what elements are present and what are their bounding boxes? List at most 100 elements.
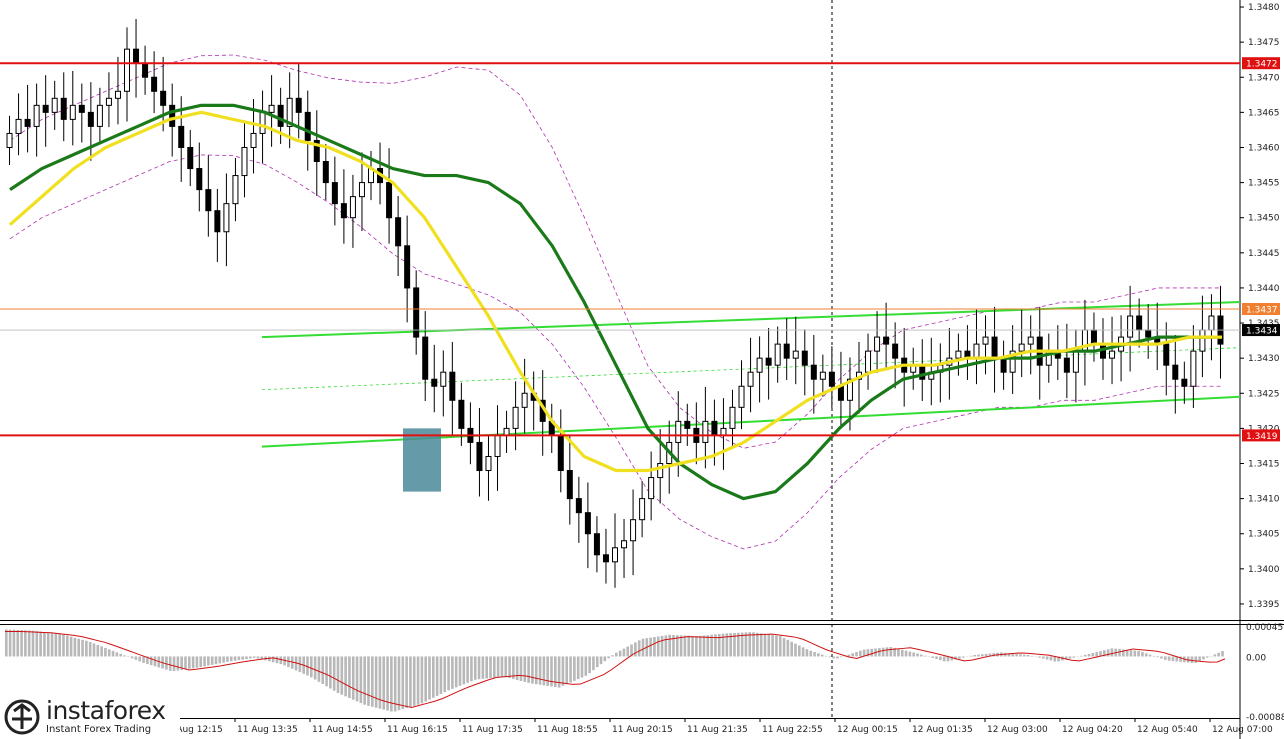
macd-histogram-bar <box>1019 654 1022 657</box>
macd-histogram-bar <box>820 654 824 657</box>
macd-histogram-bar <box>1190 656 1194 663</box>
macd-histogram-bar <box>165 656 168 670</box>
candle-body <box>358 182 365 198</box>
macd-histogram-bar <box>668 634 671 657</box>
macd-histogram-bar <box>435 656 439 696</box>
macd-histogram-bar <box>46 632 50 657</box>
macd-histogram-bar <box>649 637 652 657</box>
macd-signal-line <box>5 631 1226 708</box>
macd-histogram-bar <box>778 636 782 657</box>
macd-histogram-bar <box>149 656 153 666</box>
moving-average-line <box>8 110 1222 473</box>
macd-histogram-bar <box>542 656 546 686</box>
candle-body <box>1145 329 1152 338</box>
macd-histogram-bar <box>1133 650 1137 657</box>
macd-tick-label: -0.00088 <box>1246 713 1284 723</box>
macd-histogram-bar <box>1015 653 1018 657</box>
candle-body <box>702 420 709 443</box>
candle-body <box>837 385 844 401</box>
macd-histogram-bar <box>725 633 729 657</box>
macd-histogram-bar <box>401 656 405 710</box>
macd-histogram-bar <box>931 656 935 658</box>
macd-histogram-bar <box>767 634 771 657</box>
macd-histogram-bar <box>862 649 866 657</box>
macd-histogram-bar <box>287 656 290 668</box>
macd-histogram-bar <box>386 656 389 711</box>
macd-histogram-bar <box>1011 653 1015 657</box>
candle-body <box>205 189 212 212</box>
macd-histogram-bar <box>523 656 527 682</box>
macd-histogram-bar <box>123 655 126 657</box>
macd-histogram-bar <box>691 635 694 657</box>
brand-name: instaforex <box>46 695 166 725</box>
macd-histogram-bar <box>420 656 424 704</box>
candle-body <box>178 125 185 148</box>
macd-histogram-bar <box>119 653 122 657</box>
macd-histogram-bar <box>405 656 408 709</box>
macd-histogram-bar <box>172 656 176 672</box>
candle-body <box>612 547 618 563</box>
macd-histogram-bar <box>790 641 793 657</box>
candle-body <box>349 196 356 219</box>
macd-histogram-bar <box>1202 656 1205 660</box>
macd-histogram-bar <box>344 656 347 697</box>
macd-histogram-bar <box>317 656 321 682</box>
macd-histogram-bar <box>512 656 515 680</box>
candle-body <box>458 399 465 429</box>
macd-histogram-bar <box>245 656 248 660</box>
macd-histogram-bar <box>603 656 607 662</box>
candle-body <box>1009 350 1016 373</box>
macd-histogram-bar <box>233 656 237 661</box>
macd-histogram-bar <box>180 656 183 670</box>
macd-histogram-bar <box>412 656 416 706</box>
macd-histogram-bar <box>77 638 81 657</box>
macd-histogram-bar <box>1106 649 1110 657</box>
candle-body <box>874 336 881 352</box>
macd-histogram-bar <box>660 635 664 657</box>
macd-histogram-bar <box>393 656 397 712</box>
candle-body <box>1090 329 1097 345</box>
macd-histogram-bar <box>908 651 912 657</box>
macd-histogram-bar <box>351 656 355 700</box>
price-tick-label: 1.3400 <box>1248 565 1280 575</box>
macd-histogram-bar <box>92 643 96 657</box>
price-tick-label: 1.3450 <box>1248 214 1280 224</box>
macd-histogram-bar <box>1194 656 1198 663</box>
macd-histogram-bar <box>595 656 599 668</box>
candle-body <box>494 434 501 457</box>
macd-histogram-bar <box>1160 656 1163 659</box>
macd-histogram-bar <box>977 654 980 657</box>
macd-histogram-bar <box>496 656 500 678</box>
macd-histogram-bar <box>870 648 874 657</box>
candle-body <box>711 420 718 436</box>
candle-body <box>584 512 591 535</box>
candle-body <box>729 406 736 429</box>
macd-histogram-bar <box>481 656 485 679</box>
macd-histogram-bar <box>35 631 39 657</box>
candle-body <box>196 168 203 191</box>
macd-histogram-bar <box>775 635 778 657</box>
macd-histogram-bar <box>798 645 801 657</box>
candle-body <box>1018 343 1025 352</box>
macd-histogram-bar <box>809 650 813 657</box>
macd-histogram-bar <box>210 656 214 665</box>
macd-histogram-bar <box>1087 653 1091 657</box>
macd-histogram-bar <box>146 656 149 665</box>
macd-histogram-bar <box>432 656 435 698</box>
macd-histogram-bar <box>416 656 420 705</box>
macd-histogram-bar <box>1068 656 1072 659</box>
candle-body <box>630 519 637 542</box>
candle-body <box>765 357 772 366</box>
macd-histogram-bar <box>134 656 138 660</box>
macd-histogram-bar <box>336 656 340 693</box>
macd-histogram-bar <box>859 650 862 657</box>
macd-histogram-bar <box>740 632 744 657</box>
macd-histogram-bar <box>470 656 473 682</box>
time-tick-label: 12 Aug 01:35 <box>912 725 973 735</box>
macd-tick-label: 0.00 <box>1246 653 1266 663</box>
candle-body <box>151 76 158 92</box>
macd-histogram-bar <box>260 656 264 660</box>
candle-body <box>657 463 664 479</box>
macd-histogram-bar <box>184 656 187 670</box>
candle-body <box>395 217 402 247</box>
